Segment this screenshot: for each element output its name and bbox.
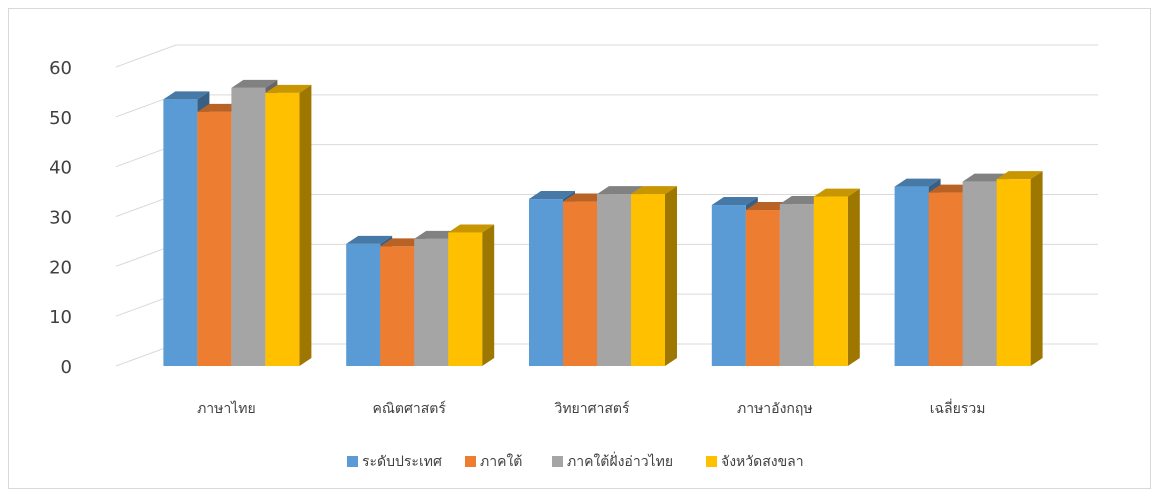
bar [996, 171, 1043, 366]
legend-label: ภาคใต้ฝั่งอ่าวไทย [567, 452, 673, 470]
legend-label: ระดับประเทศ [362, 454, 442, 470]
category-label: วิทยาศาสตร์ [554, 400, 630, 417]
legend: ระดับประเทศ ภาคใต้ ภาคใต้ฝั่งอ่าวไทย จังหวั… [347, 452, 804, 470]
y-tick-label: 60 [49, 58, 72, 79]
category-label: ภาษาไทย [197, 400, 256, 417]
bar [265, 84, 312, 366]
bar [631, 186, 677, 366]
legend-label: ภาคใต้ [480, 453, 522, 470]
category-labels: ภาษาไทย คณิตศาสตร์ วิทยาศาสตร์ ภาษาอังกฤษ เฉ… [197, 399, 985, 417]
y-tick-label: 0 [61, 357, 72, 378]
bar [448, 224, 495, 366]
category-label: เฉลี่ยรวม [930, 399, 986, 417]
y-tick-label: 20 [49, 257, 72, 278]
legend-swatch [552, 456, 563, 467]
y-tick-label: 30 [49, 208, 72, 229]
bars [163, 79, 1043, 367]
y-tick-label: 50 [49, 108, 72, 129]
legend-item: ระดับประเทศ [347, 454, 442, 470]
gridline [115, 44, 1098, 68]
bar [813, 188, 860, 366]
legend-swatch [706, 456, 717, 467]
legend-item: ภาคใต้ [465, 453, 522, 470]
legend-swatch [465, 456, 476, 467]
y-tick-label: 10 [49, 307, 72, 328]
category-label: ภาษาอังกฤษ [737, 401, 813, 417]
legend-swatch [347, 456, 358, 467]
legend-item: ภาคใต้ฝั่งอ่าวไทย [552, 452, 673, 470]
y-tick-label: 40 [49, 158, 72, 179]
legend-item: จังหวัดสงขลา [706, 454, 804, 470]
y-axis-ticks: 0 10 20 30 40 50 60 [49, 58, 72, 378]
legend-label: จังหวัดสงขลา [721, 454, 804, 470]
category-label: คณิตศาสตร์ [373, 400, 447, 417]
